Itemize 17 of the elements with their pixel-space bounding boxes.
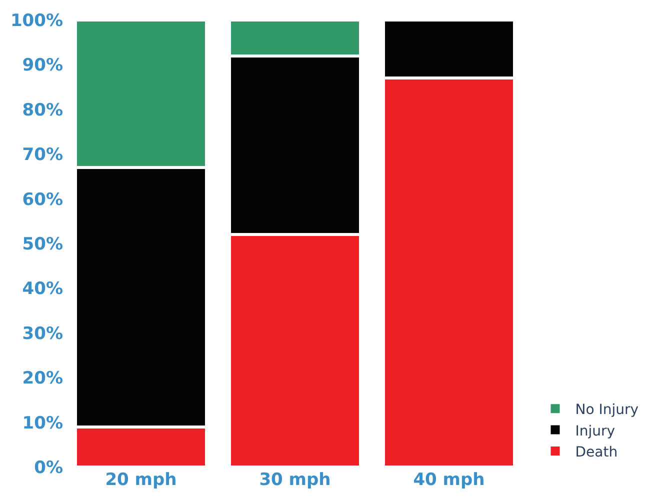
x-tick-label: 20 mph	[105, 470, 177, 490]
y-tick-label: 10%	[22, 413, 63, 434]
y-tick-label: 30%	[22, 324, 63, 344]
y-tick-label: 70%	[22, 145, 63, 166]
y-tick-label: 80%	[22, 100, 63, 120]
y-tick-label: 0%	[34, 458, 63, 478]
x-tick-label: 40 mph	[413, 470, 485, 490]
y-tick-label: 60%	[22, 190, 63, 210]
y-tick-label: 100%	[10, 10, 63, 31]
y-tick-label: 50%	[22, 234, 63, 254]
legend-label: Death	[575, 444, 618, 460]
legend-label: Injury	[575, 423, 616, 440]
y-tick-label: 90%	[22, 56, 63, 76]
legend-label: No Injury	[575, 402, 639, 418]
y-tick-label: 20%	[22, 368, 63, 389]
y-tick-label: 40%	[22, 279, 63, 300]
x-tick-label: 30 mph	[259, 470, 331, 490]
